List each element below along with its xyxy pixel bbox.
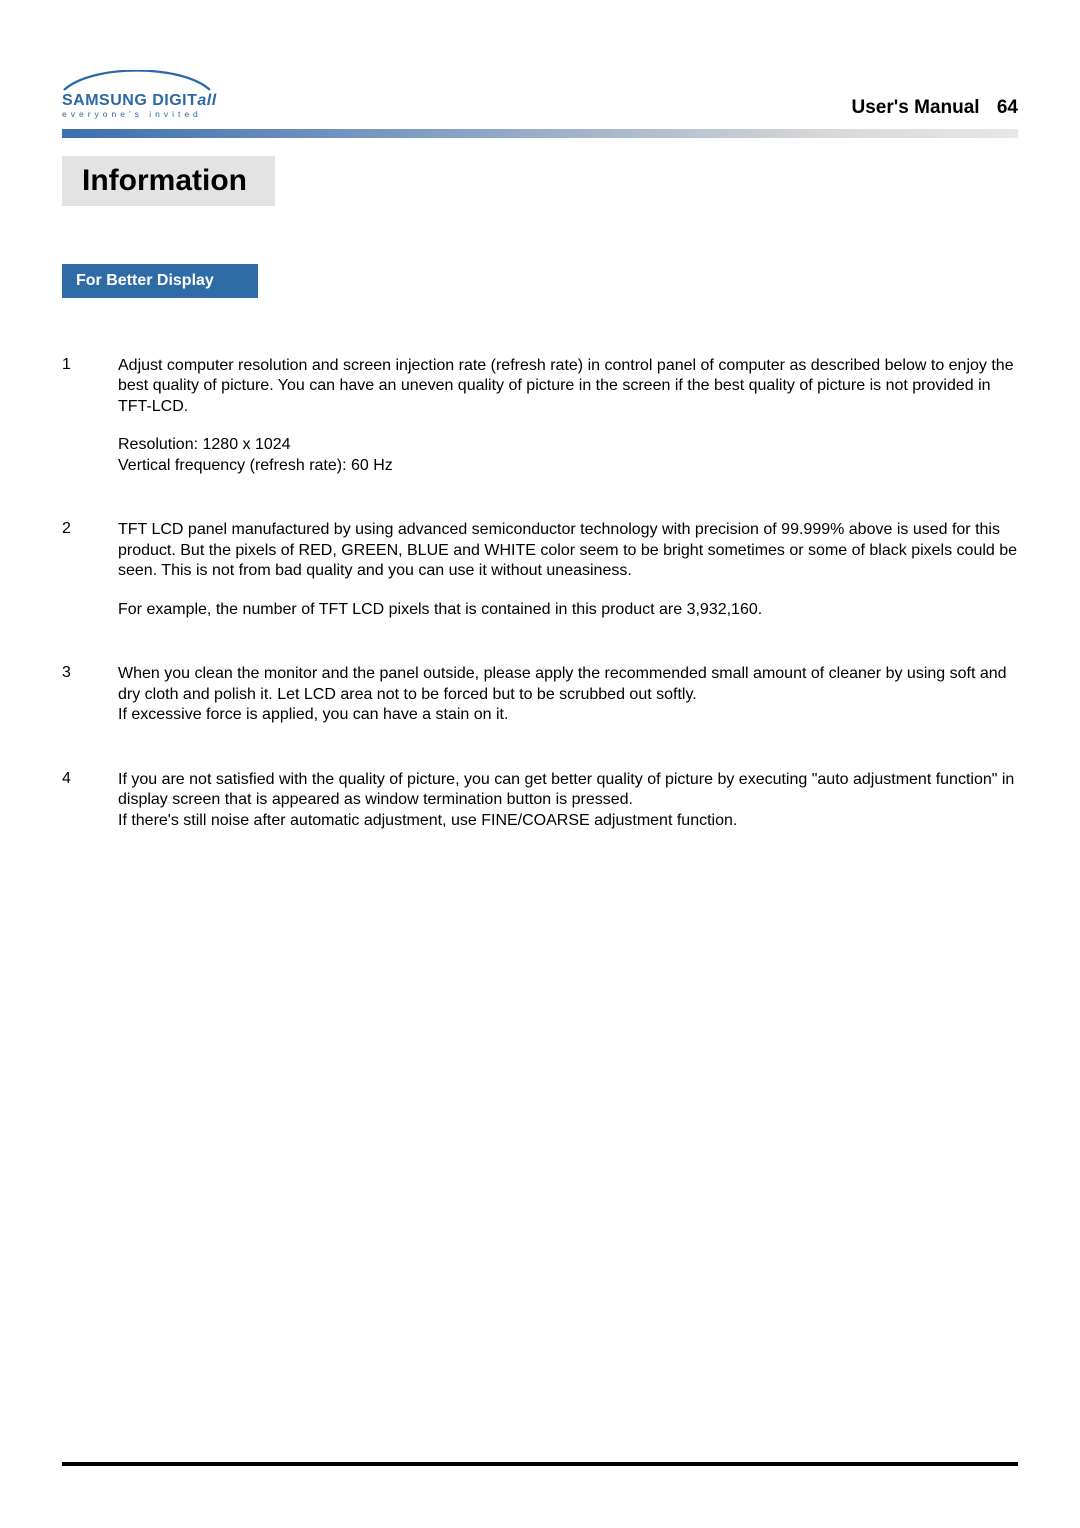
section-title: Information [82, 164, 247, 198]
item-paragraph: TFT LCD panel manufactured by using adva… [118, 520, 1018, 581]
manual-title: User's Manual 64 [852, 97, 1019, 119]
page: SAMSUNG DIGITall everyone's invited User… [0, 0, 1080, 1528]
manual-label: User's Manual [852, 97, 980, 118]
item-paragraph: If you are not satisfied with the qualit… [118, 770, 1018, 831]
item-body: TFT LCD panel manufactured by using adva… [118, 520, 1018, 620]
section-banner: Information [62, 156, 1018, 206]
item-body: When you clean the monitor and the panel… [118, 664, 1018, 725]
item-list: 1Adjust computer resolution and screen i… [62, 356, 1018, 831]
item-paragraph: For example, the number of TFT LCD pixel… [118, 600, 1018, 620]
swoosh-icon [62, 70, 212, 92]
item-body: Adjust computer resolution and screen in… [118, 356, 1018, 476]
list-item: 4If you are not satisfied with the quali… [62, 770, 1018, 831]
item-paragraph: Adjust computer resolution and screen in… [118, 356, 1018, 417]
item-number: 4 [62, 770, 118, 788]
item-number: 2 [62, 520, 118, 538]
item-number: 1 [62, 356, 118, 374]
subsection-banner: For Better Display [62, 264, 258, 298]
page-number: 64 [997, 97, 1018, 118]
list-item: 1Adjust computer resolution and screen i… [62, 356, 1018, 476]
brand-suffix: all [197, 92, 216, 109]
list-item: 3When you clean the monitor and the pane… [62, 664, 1018, 725]
section-title-shade: Information [62, 156, 275, 206]
footer-divider [62, 1462, 1018, 1466]
item-number: 3 [62, 664, 118, 682]
brand-name: SAMSUNG DIGITall [62, 92, 217, 110]
brand-main: SAMSUNG DIGIT [62, 92, 197, 109]
item-paragraph: Resolution: 1280 x 1024Vertical frequenc… [118, 435, 1018, 476]
item-paragraph: When you clean the monitor and the panel… [118, 664, 1018, 725]
list-item: 2TFT LCD panel manufactured by using adv… [62, 520, 1018, 620]
item-body: If you are not satisfied with the qualit… [118, 770, 1018, 831]
header-divider [62, 129, 1018, 138]
